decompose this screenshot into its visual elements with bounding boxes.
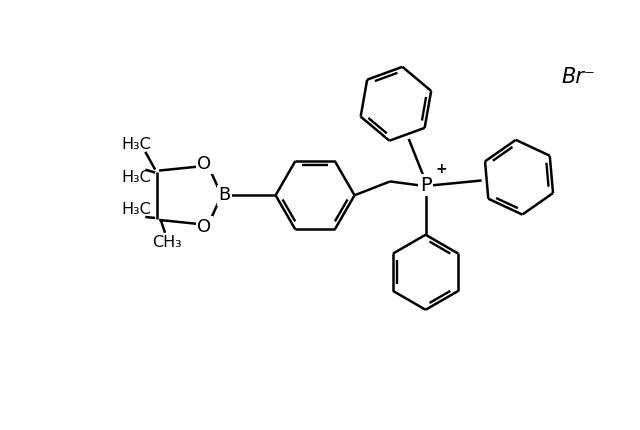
Text: Br⁻: Br⁻ [562,67,596,87]
Text: O: O [198,218,212,236]
Text: +: + [435,162,447,175]
Text: P: P [420,176,431,195]
Text: H₃C: H₃C [122,169,151,184]
Text: H₃C: H₃C [122,137,151,152]
Text: O: O [198,155,212,173]
Text: B: B [218,186,230,204]
Text: CH₃: CH₃ [152,235,182,250]
Text: H₃C: H₃C [122,202,151,217]
